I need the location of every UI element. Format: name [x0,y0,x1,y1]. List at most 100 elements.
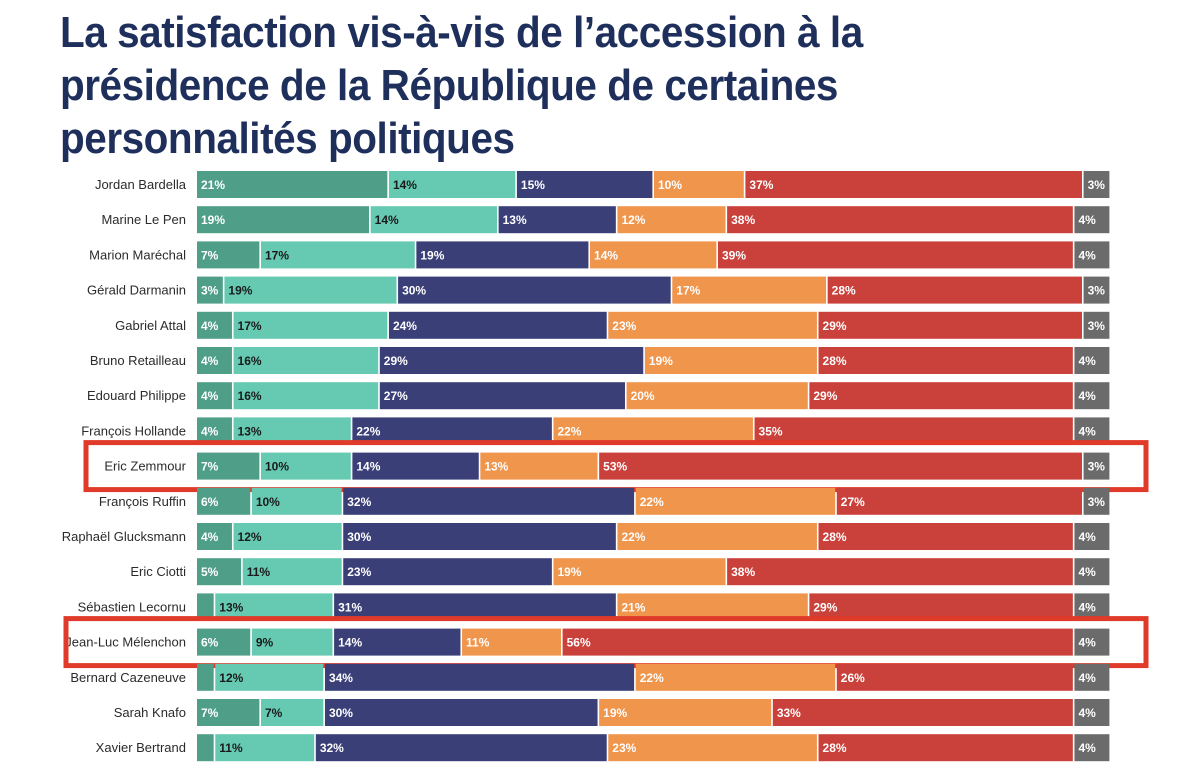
data-label: 17% [238,319,262,333]
bar-row: François Hollande 4% 13% 22% 22% 35% 4% [81,417,1110,445]
data-label: 4% [1078,213,1096,227]
bar-segment [197,628,251,656]
data-label: 53% [603,460,627,474]
bar-segment [1074,734,1110,762]
data-label: 3% [1088,319,1106,333]
row-label: Jean-Luc Mélenchon [65,635,186,650]
data-label: 29% [813,600,837,614]
bar-segment [197,663,214,691]
bar-segment [343,523,616,550]
bar-segment [343,487,635,515]
data-label: 4% [1078,741,1096,755]
bar-segment [599,699,772,726]
bar-row: Jean-Luc Mélenchon 6% 9% 14% 11% 56% 4% [65,628,1110,656]
data-label: 14% [594,248,618,262]
bar-segment [1074,663,1110,691]
bar-segment [772,699,1073,726]
data-label: 6% [201,636,219,650]
bar-row: Raphaël Glucksmann 4% 12% 30% 22% 28% 4% [62,523,1110,550]
row-label: Gérald Darmanin [87,283,186,298]
bar-segment [727,558,1073,586]
data-label: 13% [484,460,508,474]
data-label: 33% [777,706,801,720]
data-label: 28% [832,284,856,298]
bar-segment [197,699,260,726]
data-label: 4% [1078,706,1096,720]
row-label: Jordan Bardella [95,177,187,192]
data-label: 19% [649,354,673,368]
bar-segment [809,593,1073,621]
row-label: François Hollande [81,423,186,438]
bar-segment [818,311,1082,339]
data-label: 7% [201,460,219,474]
row-label: Edouard Philippe [87,388,186,403]
bar-row: Sébastien Lecornu 13% 31% 21% 29% 4% [78,593,1110,621]
data-label: 4% [201,319,219,333]
bar-segment [590,241,717,269]
bar-segment [599,452,1082,480]
bar-segment [324,699,598,726]
data-label: 14% [375,213,399,227]
data-label: 29% [384,354,408,368]
data-label: 23% [612,319,636,333]
data-label: 19% [603,706,627,720]
bar-segment [352,417,552,445]
data-label: 21% [621,600,645,614]
bar-segment [251,628,333,656]
bar-segment [398,276,671,304]
bar-row: Marion Maréchal 7% 17% 19% 14% 39% 4% [89,241,1110,269]
data-label: 14% [393,178,417,192]
bar-segment [1083,276,1110,304]
bar-segment [215,593,333,621]
bar-segment [197,171,388,198]
bar-segment [836,487,1082,515]
data-label: 7% [201,706,219,720]
data-label: 21% [201,178,225,192]
bar-segment [197,311,232,339]
data-label: 4% [1078,600,1096,614]
data-label: 6% [201,495,219,509]
data-label: 13% [238,424,262,438]
data-label: 32% [347,495,371,509]
data-label: 7% [265,706,283,720]
data-label: 34% [329,671,353,685]
bar-segment [608,734,817,762]
data-label: 4% [1078,565,1096,579]
bar-segment [260,241,415,269]
bar-segment [334,628,461,656]
bar-segment [827,276,1082,304]
data-label: 11% [466,636,490,650]
data-label: 3% [1088,284,1106,298]
data-label: 12% [238,530,262,544]
bar-segment [498,206,616,234]
bar-row: Gérald Darmanin 3% 19% 30% 17% 28% 3% [87,276,1110,304]
bar-segment [197,417,232,445]
bar-segment [197,593,214,621]
data-label: 4% [1078,530,1096,544]
bar-row: Edouard Philippe 4% 16% 27% 20% 29% 4% [87,382,1110,410]
data-label: 32% [320,741,344,755]
bar-segment [818,734,1073,762]
bar-segment [379,347,644,374]
bar-segment [754,417,1073,445]
bar-row: Gabriel Attal 4% 17% 24% 23% 29% 3% [115,311,1110,339]
data-label: 4% [201,424,219,438]
bar-segment [1074,558,1110,586]
row-label: Marion Maréchal [89,247,186,262]
data-label: 27% [384,389,408,403]
bar-segment [1083,487,1110,515]
bar-segment [1074,523,1110,550]
bar-segment [197,206,370,234]
data-label: 9% [256,636,274,650]
data-label: 19% [228,284,252,298]
bar-row: Bernard Cazeneuve 12% 34% 22% 26% 4% [70,663,1110,691]
data-label: 24% [393,319,417,333]
data-label: 27% [841,495,865,509]
bar-segment [242,558,342,586]
data-label: 23% [612,741,636,755]
bar-segment [480,452,598,480]
data-label: 28% [823,354,847,368]
row-label: Sarah Knafo [114,705,186,720]
bar-segment [388,311,607,339]
bar-segment [233,417,351,445]
